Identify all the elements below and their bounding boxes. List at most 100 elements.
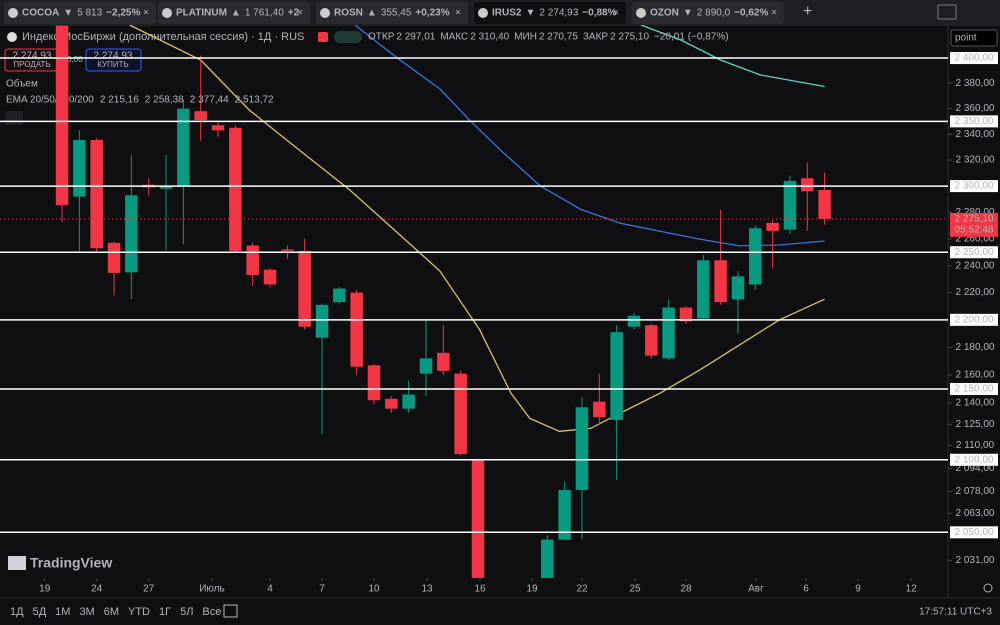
- y-tick-label: 2 180,00: [956, 342, 995, 353]
- tab[interactable]: PLATINUM ▲ 1 761,40 +2×: [158, 2, 310, 24]
- tab-icon[interactable]: [478, 8, 488, 18]
- candle-body: [783, 180, 797, 230]
- candle-body: [558, 490, 571, 540]
- tab-price[interactable]: 355,45: [381, 8, 412, 19]
- ema-label: EMA 20/50/100/200: [6, 95, 94, 106]
- candle-body: [246, 245, 259, 276]
- candle-body: [801, 178, 814, 192]
- range-button[interactable]: 5Д: [33, 606, 47, 618]
- tab-price[interactable]: 5 813: [77, 8, 102, 19]
- tab[interactable]: OZON ▼ 2 890,0 −0,62% ×: [632, 2, 784, 24]
- spread: 0,00: [67, 55, 83, 64]
- range-button[interactable]: YTD: [128, 606, 150, 618]
- range-button[interactable]: 1Д: [10, 606, 24, 618]
- tab-close[interactable]: ×: [455, 8, 461, 19]
- level-label-bg: [950, 180, 998, 193]
- tab-change[interactable]: +2: [288, 8, 300, 19]
- tab-close[interactable]: ×: [613, 8, 619, 19]
- x-tick-label: 10: [368, 584, 380, 595]
- search-text[interactable]: point: [955, 33, 977, 44]
- tab-arrow[interactable]: ▼: [683, 8, 693, 19]
- candle-body: [714, 260, 727, 303]
- candle-body: [766, 222, 779, 231]
- date-range-icon[interactable]: [223, 604, 238, 618]
- y-tick-label: 2 280,00: [956, 207, 995, 218]
- buy-button[interactable]: [85, 48, 142, 72]
- tab-symbol[interactable]: PLATINUM: [176, 8, 227, 19]
- tab-close[interactable]: ×: [297, 8, 303, 19]
- flag-icon: [7, 32, 17, 42]
- buy-label[interactable]: КУПИТЬ: [97, 60, 128, 69]
- candle-body: [575, 407, 589, 491]
- tab-close[interactable]: ×: [771, 8, 777, 19]
- y-tick-label: 2 240,00: [956, 260, 995, 271]
- tab-icon[interactable]: [636, 8, 646, 18]
- tab-arrow[interactable]: ▲: [367, 8, 377, 19]
- range-button[interactable]: Все: [202, 606, 221, 618]
- tab-arrow[interactable]: ▼: [525, 8, 535, 19]
- settings-icon[interactable]: [983, 583, 993, 593]
- tab-change[interactable]: −0,88%: [582, 8, 616, 19]
- tab-close[interactable]: ×: [143, 8, 149, 19]
- candle-body: [281, 249, 294, 251]
- x-tick-label: 28: [680, 584, 692, 595]
- layout-icon[interactable]: [937, 4, 957, 20]
- sell-label[interactable]: ПРОДАТЬ: [13, 60, 50, 69]
- ema-value: 2 258,38: [145, 95, 184, 106]
- ema-value: 2 377,44: [190, 95, 229, 106]
- tab-price[interactable]: 2 274,93: [539, 8, 578, 19]
- tab-symbol[interactable]: OZON: [650, 8, 679, 19]
- tab-icon[interactable]: [162, 8, 172, 18]
- tab-bg[interactable]: [158, 2, 310, 24]
- tab-icon[interactable]: [320, 8, 330, 18]
- collapse-button[interactable]: [5, 111, 23, 125]
- tab-bg[interactable]: [474, 2, 626, 24]
- candle-body: [402, 394, 415, 409]
- x-tick-label: Авг: [748, 584, 764, 595]
- new-tab[interactable]: +: [803, 3, 812, 20]
- range-button[interactable]: 5Л: [180, 606, 193, 618]
- tab-change[interactable]: −2,25%: [106, 8, 140, 19]
- ohlc-change: −20,01 (−0,87%): [654, 32, 729, 43]
- candle-body: [107, 242, 121, 273]
- candle-body: [367, 365, 381, 401]
- watermark: TradingView: [30, 555, 112, 571]
- y-tick-label: 2 260,00: [956, 234, 995, 245]
- search-box[interactable]: [950, 29, 998, 47]
- candle-body: [55, 25, 69, 206]
- level-label-bg: [950, 453, 998, 466]
- tab-change[interactable]: −0,62%: [734, 8, 768, 19]
- tab-arrow[interactable]: ▲: [231, 8, 241, 19]
- tab-price[interactable]: 2 890,0: [697, 8, 731, 19]
- tab[interactable]: COCOA ▼ 5 813 −2,25% ×: [4, 2, 156, 24]
- tab[interactable]: IRUS2 ▼ 2 274,93 −0,88%×: [474, 2, 626, 24]
- buy-price[interactable]: 2 274,93: [94, 51, 133, 62]
- tab-icon[interactable]: [8, 8, 18, 18]
- tab[interactable]: ROSN ▲ 355,45 +0,23% ×: [316, 2, 468, 24]
- tab-price[interactable]: 1 761,40: [245, 8, 284, 19]
- tab-bg[interactable]: [316, 2, 468, 24]
- range-button[interactable]: 1Г: [159, 606, 171, 618]
- tab-symbol[interactable]: IRUS2: [492, 8, 522, 19]
- candle-body: [333, 288, 346, 303]
- tab-arrow[interactable]: ▼: [63, 8, 73, 19]
- x-tick-label: 25: [629, 584, 641, 595]
- range-button[interactable]: 3М: [79, 606, 94, 618]
- range-button[interactable]: 1М: [55, 606, 70, 618]
- candle-body: [437, 352, 450, 371]
- candle-body: [177, 108, 190, 187]
- sell-price[interactable]: 2 274,93: [13, 51, 52, 62]
- tab-change[interactable]: +0,23%: [415, 8, 449, 19]
- candle-body: [90, 140, 103, 249]
- ema-value: 2 215,16: [100, 95, 139, 106]
- ohlc-value: 2 297,01: [396, 32, 435, 43]
- tab-symbol[interactable]: COCOA: [22, 8, 59, 19]
- tab-bg[interactable]: [632, 2, 784, 24]
- tab-symbol[interactable]: ROSN: [334, 8, 363, 19]
- range-button[interactable]: 6М: [104, 606, 119, 618]
- candle-body: [263, 269, 277, 285]
- tab-bg[interactable]: [4, 2, 156, 24]
- level-label: 2 350,00: [955, 116, 994, 127]
- volume-label: Объем: [6, 78, 38, 90]
